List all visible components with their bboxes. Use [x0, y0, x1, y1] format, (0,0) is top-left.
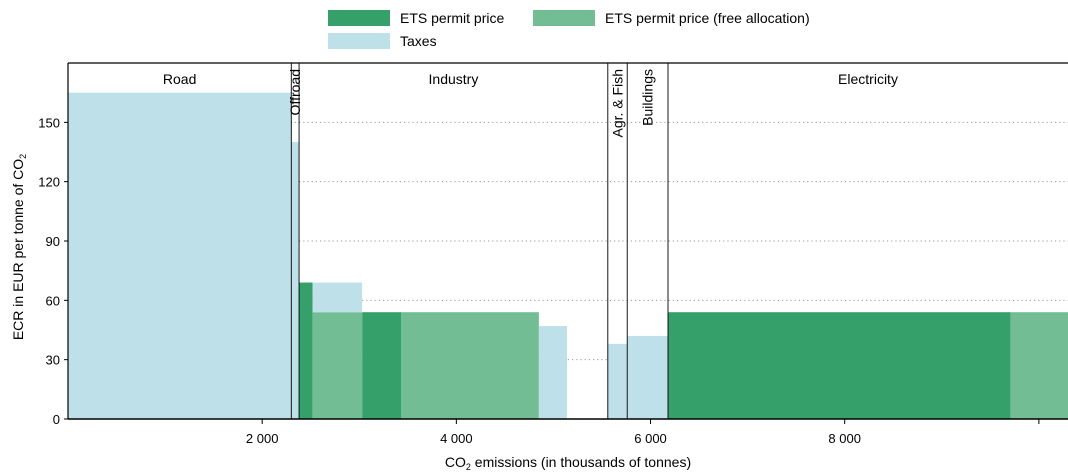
bar-ets-free	[1010, 312, 1068, 419]
bar-taxes	[607, 343, 628, 419]
legend-label-ets: ETS permit price	[400, 10, 505, 26]
y-tick-label: 120	[38, 175, 60, 190]
bar-ets	[668, 312, 1011, 419]
grid-lines	[68, 121, 1068, 361]
bar-ets-free	[312, 312, 363, 419]
bar-ets	[299, 282, 313, 419]
bar-taxes	[538, 326, 568, 419]
bars-group	[68, 92, 1068, 420]
bar-taxes	[627, 335, 668, 419]
legend-swatch-taxes	[328, 33, 390, 49]
x-tick-label: 8 000	[828, 431, 861, 446]
legend-item-taxes: Taxes	[328, 33, 437, 49]
y-tick-label: 150	[38, 115, 60, 130]
legend-item-ets: ETS permit price	[328, 10, 504, 26]
sector-label: Buildings	[640, 69, 656, 126]
sector-label: Industry	[429, 71, 479, 87]
legend-swatch-ets-free	[533, 10, 595, 26]
sector-label: Offroad	[287, 69, 303, 115]
legend-label-ets-free: ETS permit price (free allocation)	[605, 10, 810, 26]
bar-ets	[362, 312, 402, 419]
x-axis-label: CO2 emissions (in thousands of tonnes)	[445, 454, 691, 472]
sector-dividers: Road Offroad Industry Agr. & Fish Buildings E…	[163, 63, 898, 419]
x-tick-label: 6 000	[634, 431, 667, 446]
legend-item-ets-free: ETS permit price (free allocation)	[533, 10, 810, 26]
y-tick-label: 60	[46, 293, 60, 308]
legend-label-taxes: Taxes	[400, 33, 437, 49]
sector-label: Electricity	[838, 71, 898, 87]
bar-taxes	[312, 282, 363, 313]
chart-legend: ETS permit price ETS permit price (free …	[0, 0, 1068, 60]
y-tick-label: 0	[53, 412, 60, 427]
x-tick-label: 4 000	[440, 431, 473, 446]
sector-label: Agr. & Fish	[610, 69, 626, 137]
legend-swatch-ets	[328, 10, 390, 26]
y-tick-label: 30	[46, 353, 60, 368]
x-tick-label: 2 000	[246, 431, 279, 446]
y-tick-label: 90	[46, 234, 60, 249]
bar-taxes	[68, 92, 292, 420]
sector-label: Road	[163, 71, 196, 87]
y-axis-label: ECR in EUR per tonne of CO2	[10, 154, 28, 340]
bar-taxes	[291, 142, 300, 419]
axes-group: 0 30 60 90 120 150 2 000 4 000 6 000 8 000	[38, 62, 1068, 446]
bar-ets-free	[401, 312, 539, 419]
